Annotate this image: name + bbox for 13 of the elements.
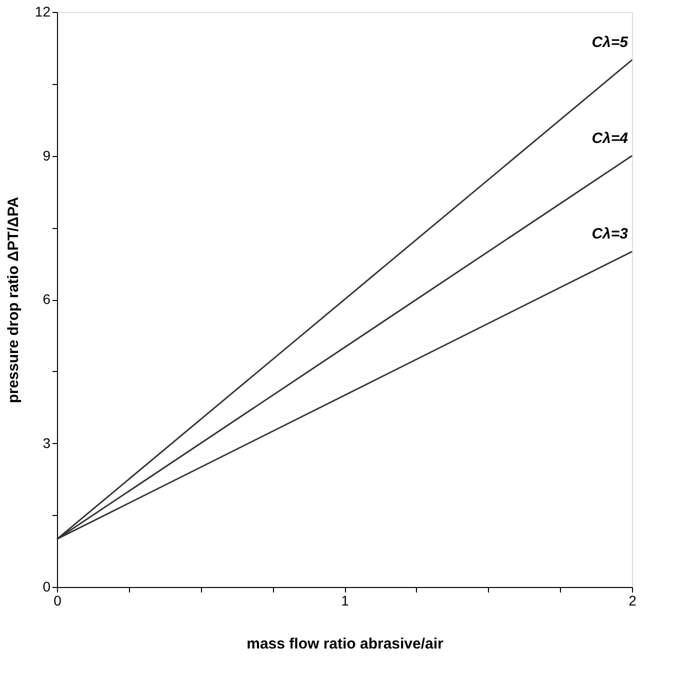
x-tick-label: 1: [341, 592, 350, 608]
y-tick-label: 3: [42, 434, 51, 451]
y-axis-title: pressure drop ratio ΔPT/ΔPA: [4, 196, 22, 404]
x-tick-label: 0: [54, 592, 62, 608]
y-tick-label: 0: [42, 578, 51, 594]
x-axis-title: mass flow ratio abrasive/air: [246, 636, 444, 652]
series-label: Cλ=4: [592, 130, 629, 147]
y-tick-label: 6: [42, 291, 51, 307]
x-tick-label: 2: [628, 592, 637, 608]
series-label: Cλ=5: [592, 34, 629, 51]
y-tick-label: 12: [34, 4, 51, 20]
y-tick-label: 9: [42, 147, 51, 164]
series-label: Cλ=3: [592, 226, 629, 243]
